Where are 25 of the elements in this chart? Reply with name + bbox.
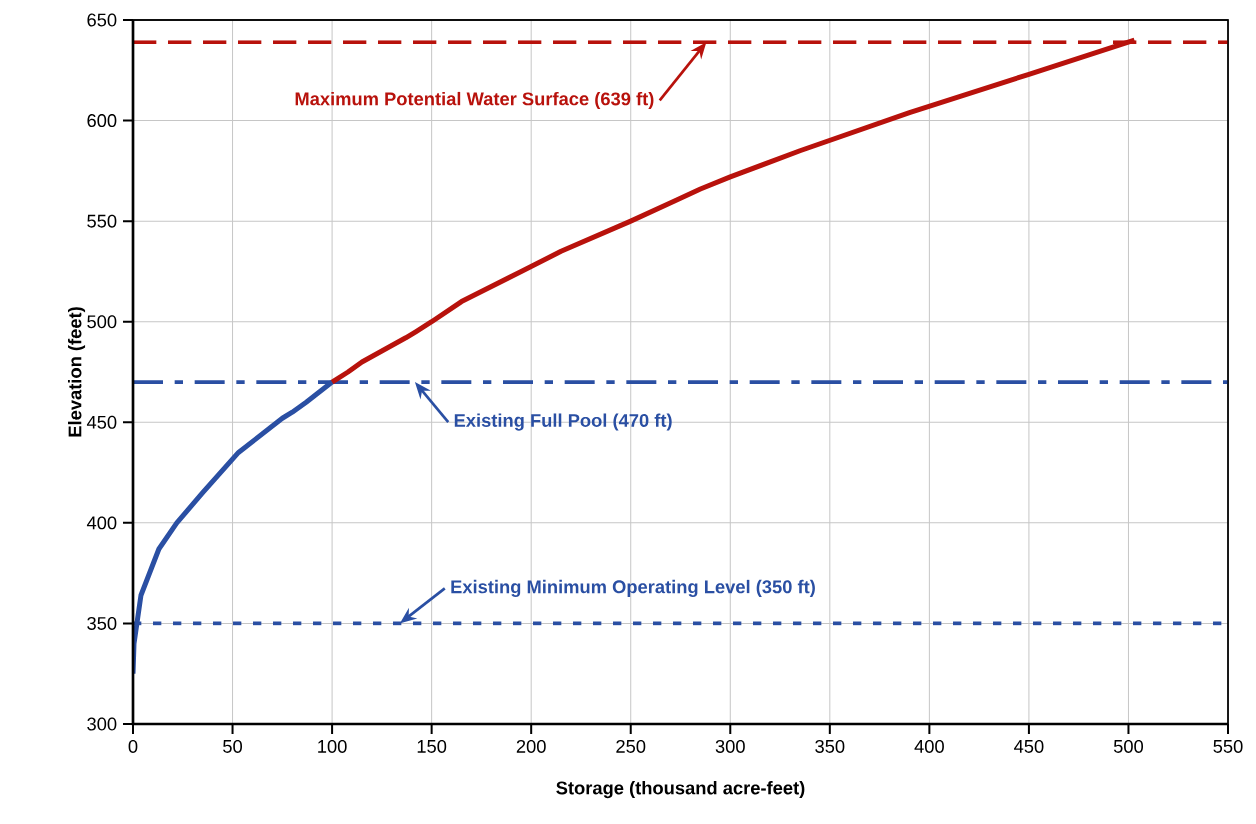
y-tick-label: 500 <box>87 315 117 329</box>
x-tick-label: 250 <box>616 739 646 753</box>
x-tick-label: 200 <box>516 739 546 753</box>
y-tick-label: 450 <box>86 415 117 429</box>
ref-line-label: Existing Full Pool (470 ft) <box>454 413 672 431</box>
y-tick-label: 350 <box>87 616 117 630</box>
y-tick-label: 650 <box>87 13 117 27</box>
y-axis-title: Elevation (feet) <box>68 307 86 437</box>
y-tick-label: 600 <box>87 114 117 128</box>
x-tick-label: 150 <box>417 739 447 753</box>
x-tick-label: 300 <box>715 739 745 753</box>
x-tick-label: 500 <box>1113 739 1144 753</box>
ref-line-label: Existing Minimum Operating Level (350 ft) <box>451 579 815 598</box>
x-tick-label: 100 <box>318 739 347 753</box>
y-tick-label: 400 <box>86 516 117 530</box>
x-tick-label: 400 <box>914 739 944 753</box>
y-tick-label: 300 <box>87 717 117 731</box>
x-axis-title: Storage (thousand acre-feet) <box>556 780 805 799</box>
x-tick-label: 450 <box>1014 739 1044 753</box>
x-tick-label: 0 <box>128 739 138 753</box>
ref-line-label: Maximum Potential Water Surface (639 ft) <box>295 91 654 109</box>
x-tick-label: 350 <box>815 739 845 753</box>
x-tick-label: 50 <box>223 739 242 753</box>
y-tick-label: 550 <box>87 214 117 228</box>
x-tick-label: 550 <box>1213 739 1243 753</box>
